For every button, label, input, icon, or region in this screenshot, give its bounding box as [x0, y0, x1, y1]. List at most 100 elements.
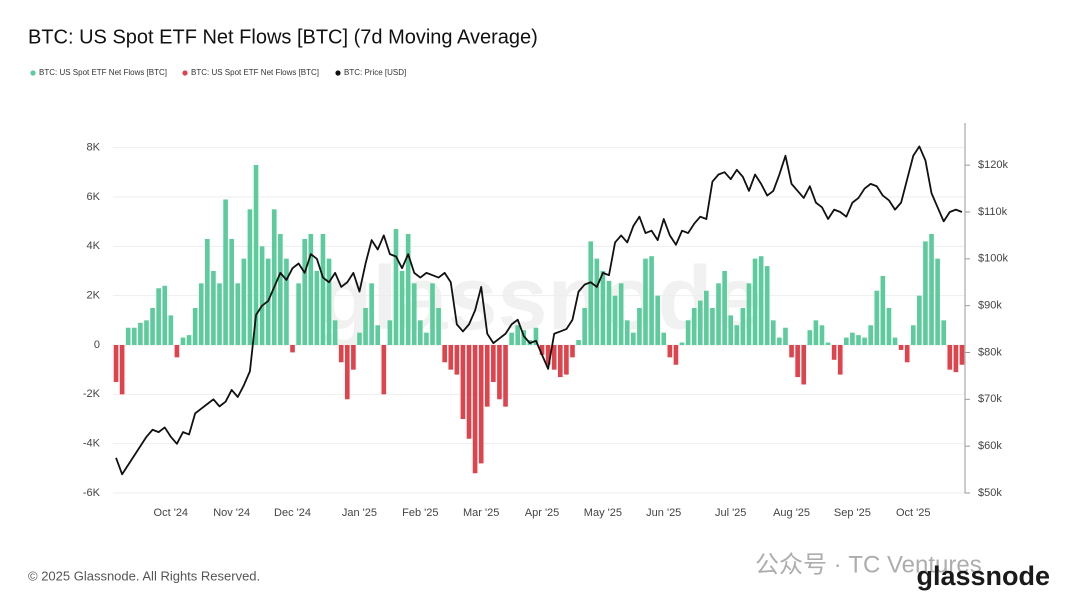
- flow-bar: [564, 345, 569, 375]
- flow-bar: [460, 345, 466, 419]
- flow-bar: [241, 258, 247, 345]
- flow-bar: [594, 258, 600, 345]
- flow-bar: [716, 283, 721, 345]
- flow-bar: [618, 283, 624, 345]
- y2-tick-label: $80k: [978, 346, 1002, 358]
- copyright: © 2025 Glassnode. All Rights Reserved.: [28, 568, 260, 583]
- flow-bar: [777, 337, 782, 345]
- flow-bar: [351, 345, 356, 370]
- flow-bar: [320, 234, 326, 345]
- flow-bar: [667, 345, 673, 358]
- flow-bar: [405, 234, 411, 345]
- flow-bar: [466, 345, 472, 439]
- x-tick-label: Aug '25: [773, 507, 810, 519]
- flow-bar: [539, 345, 545, 355]
- flow-bar: [259, 246, 265, 345]
- y2-tick-label: $100k: [978, 253, 1008, 265]
- y-tick-label: -2K: [83, 388, 101, 400]
- flow-bar: [278, 234, 283, 345]
- flow-bar: [807, 330, 813, 345]
- flow-bar: [205, 238, 210, 345]
- flow-bar: [119, 345, 125, 395]
- flow-bar: [472, 345, 478, 474]
- flow-bar: [296, 283, 301, 345]
- flow-bar: [430, 283, 435, 345]
- flow-bar: [679, 342, 685, 345]
- logo: glassnode: [916, 561, 1050, 591]
- flow-bar: [770, 320, 776, 345]
- flow-bar: [131, 327, 137, 345]
- x-tick-label: Feb '25: [402, 507, 438, 519]
- flow-bar: [150, 308, 155, 345]
- flow-bar: [454, 345, 460, 375]
- flow-bar: [606, 280, 612, 345]
- y-tick-label: 0: [94, 339, 100, 351]
- flow-bar: [484, 345, 490, 407]
- flow-bar: [503, 345, 508, 407]
- flow-bar: [369, 283, 374, 345]
- flow-bar: [856, 335, 861, 345]
- flow-bar: [862, 337, 867, 345]
- flow-bar: [917, 295, 922, 345]
- y-tick-label: -6K: [83, 487, 101, 499]
- x-tick-label: Mar '25: [463, 507, 499, 519]
- flow-bar: [302, 238, 308, 345]
- flow-bar: [892, 337, 898, 345]
- legend-marker: [182, 70, 188, 76]
- flow-bar: [612, 295, 618, 345]
- legend-label: BTC: Price [USD]: [344, 68, 406, 77]
- flow-bar: [125, 327, 131, 345]
- flow-bar: [332, 320, 338, 345]
- flow-bar: [314, 271, 320, 345]
- flow-bar: [180, 337, 186, 345]
- flow-bar: [211, 271, 216, 345]
- flow-bar: [381, 345, 387, 395]
- flow-bar: [357, 332, 362, 345]
- flow-bar: [661, 332, 667, 345]
- flow-bar: [910, 325, 916, 345]
- x-tick-label: May '25: [584, 507, 622, 519]
- flow-bar: [624, 320, 630, 345]
- flow-bar: [795, 345, 800, 378]
- chart-title: BTC: US Spot ETF Net Flows [BTC] (7d Mov…: [28, 26, 538, 48]
- flow-bar: [752, 258, 758, 345]
- flow-bar: [570, 345, 575, 358]
- flow-bar: [144, 320, 149, 345]
- flow-bar: [959, 345, 965, 365]
- flow-bar: [783, 327, 788, 345]
- flow-bar: [192, 308, 198, 345]
- x-tick-label: Sep '25: [834, 507, 871, 519]
- legend-label: BTC: US Spot ETF Net Flows [BTC]: [39, 68, 167, 77]
- flow-bar: [363, 308, 368, 345]
- flow-bar: [837, 345, 843, 375]
- flow-bar: [813, 320, 819, 345]
- flow-bar: [375, 325, 381, 345]
- flow-bar: [947, 345, 953, 370]
- x-tick-label: Jan '25: [342, 507, 377, 519]
- flow-bar: [746, 283, 752, 345]
- flow-bar: [344, 345, 350, 400]
- flow-bar: [399, 271, 405, 345]
- flow-bar: [223, 199, 228, 345]
- flow-bar: [874, 290, 880, 345]
- flow-bar: [545, 345, 551, 365]
- flow-bar: [722, 271, 727, 345]
- flow-bar: [113, 345, 119, 382]
- x-tick-label: Jun '25: [646, 507, 681, 519]
- flow-bar: [138, 322, 143, 345]
- flow-bar: [789, 345, 794, 358]
- flow-bar: [557, 345, 563, 378]
- flow-bar: [831, 345, 837, 360]
- flow-bar: [308, 234, 314, 345]
- flow-bar: [491, 345, 496, 382]
- flow-bar: [168, 315, 174, 345]
- legend-marker: [335, 70, 341, 76]
- flow-bar: [734, 325, 740, 345]
- y2-tick-label: $110k: [978, 206, 1008, 218]
- flow-bar: [764, 266, 770, 345]
- flow-bar: [673, 345, 679, 365]
- flow-bar: [929, 234, 934, 345]
- flow-bar: [411, 283, 417, 345]
